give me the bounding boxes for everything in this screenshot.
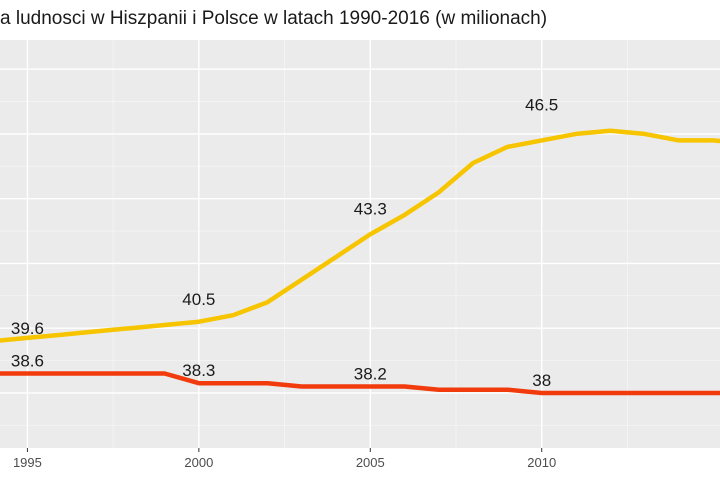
- minor-gridlines: [0, 40, 720, 448]
- x-tick-label: 2000: [184, 455, 213, 470]
- data-label: 39.6: [11, 319, 44, 338]
- data-label: 40.5: [182, 290, 215, 309]
- x-axis-ticks: 1995 2000 2005 2010: [13, 448, 556, 470]
- data-label: 38.6: [11, 352, 44, 371]
- series-line-1: [0, 128, 720, 343]
- chart-title: a ludnosci w Hiszpanii i Polsce w latach…: [0, 8, 548, 29]
- x-tick-label: 1995: [13, 455, 42, 470]
- major-gridlines: [0, 40, 720, 448]
- data-label: 38: [532, 371, 551, 390]
- x-tick-label: 2005: [356, 455, 385, 470]
- data-label: 38.3: [182, 361, 215, 380]
- data-labels: 39.6 40.5 43.3 46.5 38.6 38.3 38.2 38: [11, 96, 558, 390]
- data-label: 43.3: [354, 199, 387, 218]
- series-line-2: [0, 371, 720, 396]
- data-label: 46.5: [525, 96, 558, 115]
- plot-panel: [0, 40, 720, 448]
- series-lines: [0, 128, 720, 396]
- x-tick-label: 2010: [527, 455, 556, 470]
- data-label: 38.2: [354, 364, 387, 383]
